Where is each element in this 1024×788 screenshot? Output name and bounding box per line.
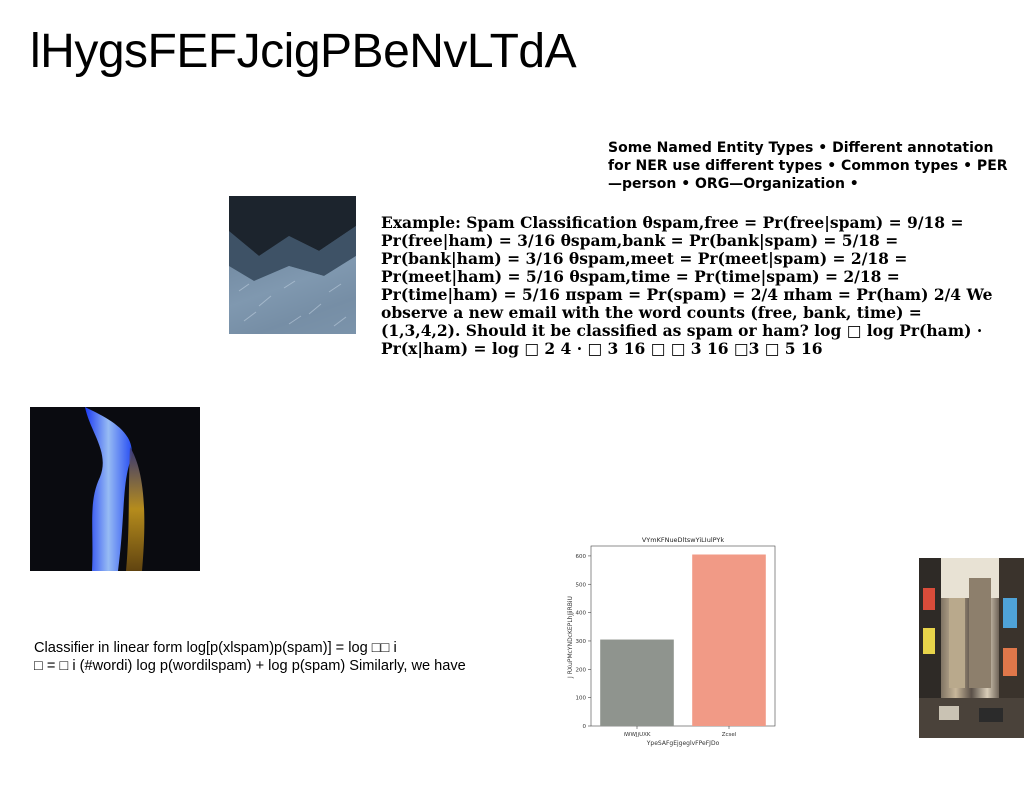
bar-iWWJjUXK: [600, 639, 674, 726]
bar-Zcsel: [692, 554, 766, 726]
chart-x-axis-label: YpeSAFgEjgeglvFPeFJDo: [646, 740, 720, 747]
ner-types-text: Some Named Entity Types • Different anno…: [608, 140, 1008, 192]
y-tick-label: 200: [576, 667, 587, 673]
spam-classification-text: Example: Spam Classification θspam,free …: [381, 213, 993, 358]
rocky-landscape-image: [229, 196, 356, 334]
x-tick-label: Zcsel: [722, 732, 737, 738]
y-tick-label: 0: [583, 724, 587, 730]
page-title: lHygsFEFJcigPBeNvLTdA: [30, 25, 577, 78]
y-tick-label: 300: [576, 639, 587, 645]
blue-flame-graphic: [85, 407, 145, 571]
city-street-graphic: [919, 558, 1024, 738]
classifier-linear-form-text: Classifier in linear form log[p(xlspam)p…: [34, 639, 534, 675]
y-tick-label: 400: [576, 611, 587, 617]
chart-plot-area: 0 100 200 300 400 500 600 iWWJjUXK Zcsel: [576, 545, 776, 738]
x-tick-label: iWWJjUXK: [624, 732, 651, 738]
bar-chart-svg: VYmKFNueDltswYiLIulPYk YpeSAFgEjgeglvFPe…: [567, 536, 776, 747]
y-tick-label: 600: [576, 554, 587, 560]
chart-frame: [590, 545, 776, 727]
bar-chart: VYmKFNueDltswYiLIulPYk YpeSAFgEjgeglvFPe…: [563, 532, 783, 752]
chart-y-axis-label: J RXuPMcYNDcKEPLhJjiRBiU: [567, 596, 574, 679]
y-tick-label: 100: [576, 696, 587, 702]
classifier-line-2: □ = □ i (#wordi) log p(wordilspam) + log…: [34, 658, 466, 674]
classifier-line-1: Classifier in linear form log[p(xlspam)p…: [34, 640, 397, 656]
rocky-landscape-graphic: [229, 196, 356, 334]
y-tick-label: 500: [576, 582, 587, 588]
chart-title: VYmKFNueDltswYiLIulPYk: [642, 536, 725, 544]
city-street-image: [919, 558, 1024, 738]
blue-flame-image: [30, 407, 200, 571]
